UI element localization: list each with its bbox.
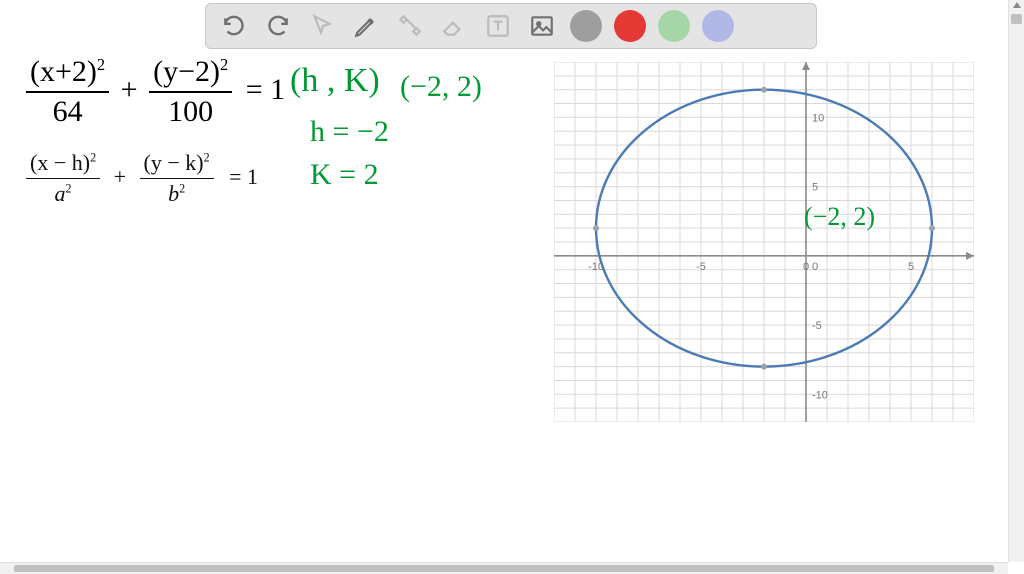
- undo-button[interactable]: [214, 6, 254, 46]
- standard-form-equation: (x − h)2 a2 + (y − k)2 b2 = 1: [26, 150, 258, 207]
- color-purple[interactable]: [698, 6, 738, 46]
- scroll-up-icon: [1013, 2, 1021, 8]
- svg-text:0: 0: [803, 261, 809, 273]
- graph-center-label: (−2, 2): [804, 202, 875, 232]
- svg-text:-5: -5: [812, 320, 822, 332]
- center-point: (−2, 2): [400, 70, 482, 104]
- svg-text:10: 10: [812, 112, 824, 124]
- handwritten-equation: (x+2)2 64 + (y−2)2 100 = 1: [26, 55, 285, 129]
- svg-text:0: 0: [812, 261, 818, 273]
- tools-icon[interactable]: [390, 6, 430, 46]
- pencil-tool[interactable]: [346, 6, 386, 46]
- horizontal-scrollbar[interactable]: [0, 562, 1008, 574]
- redo-button[interactable]: [258, 6, 298, 46]
- vertical-scrollbar[interactable]: [1008, 0, 1024, 562]
- graph-svg: -10-505-10-55100: [554, 62, 974, 422]
- h-value: h = −2: [310, 115, 389, 149]
- k-value: K = 2: [310, 158, 379, 192]
- svg-text:-10: -10: [812, 389, 828, 401]
- ellipse-graph: -10-505-10-55100 (−2, 2): [554, 62, 974, 422]
- image-tool[interactable]: [522, 6, 562, 46]
- eraser-tool[interactable]: [434, 6, 474, 46]
- svg-text:5: 5: [812, 182, 818, 194]
- color-green[interactable]: [654, 6, 694, 46]
- toolbar: [205, 3, 817, 49]
- svg-text:5: 5: [908, 261, 914, 273]
- color-gray[interactable]: [566, 6, 606, 46]
- svg-text:-5: -5: [696, 261, 706, 273]
- color-red[interactable]: [610, 6, 650, 46]
- hk-label: (h , K): [290, 62, 380, 100]
- pointer-tool[interactable]: [302, 6, 342, 46]
- whiteboard-canvas: (x+2)2 64 + (y−2)2 100 = 1 (x − h)2 a2 +…: [10, 0, 1006, 562]
- text-tool[interactable]: [478, 6, 518, 46]
- scrollbar-thumb[interactable]: [14, 565, 994, 572]
- scrollbar-thumb[interactable]: [1011, 14, 1022, 24]
